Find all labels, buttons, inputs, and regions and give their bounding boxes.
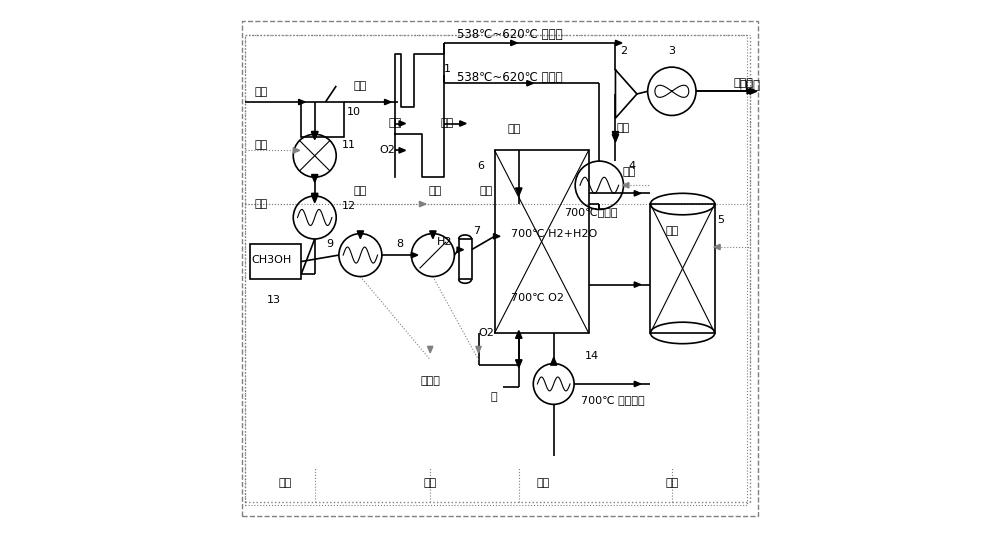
Polygon shape [615,40,622,46]
Polygon shape [750,89,757,95]
Polygon shape [516,360,522,367]
Text: 14: 14 [585,351,599,361]
Text: 上网电: 上网电 [734,78,753,88]
Text: 13: 13 [266,295,280,306]
Text: 余电: 余电 [254,140,268,150]
Text: 余电: 余电 [424,478,437,488]
Text: 1: 1 [444,64,451,75]
Polygon shape [634,282,641,287]
Polygon shape [457,247,463,252]
Text: 11: 11 [342,140,356,150]
Text: CH3OH: CH3OH [251,256,292,265]
Polygon shape [714,244,720,250]
Text: O2: O2 [479,328,494,338]
Text: 余热: 余热 [429,186,442,196]
Text: 4: 4 [629,161,636,171]
Text: 余热: 余热 [480,186,493,196]
Polygon shape [428,346,433,353]
Text: 700℃水蒸汽: 700℃水蒸汽 [564,207,618,217]
Text: 700℃ O2: 700℃ O2 [511,293,564,303]
Bar [650,204,715,333]
Bar [301,102,344,137]
Polygon shape [550,358,557,365]
Text: 700℃ 热控空气: 700℃ 热控空气 [581,395,644,405]
Text: 2: 2 [620,46,627,56]
Text: 12: 12 [342,201,356,212]
Polygon shape [399,148,405,153]
Polygon shape [430,231,436,238]
Polygon shape [312,175,318,182]
Text: 7: 7 [473,226,480,236]
Polygon shape [634,191,641,196]
Polygon shape [312,193,318,201]
Polygon shape [460,121,466,126]
Text: 余电: 余电 [279,478,292,488]
Polygon shape [299,99,305,105]
Polygon shape [476,346,481,353]
Text: 空气: 空气 [508,124,521,134]
Text: 10: 10 [347,107,361,118]
Polygon shape [419,201,426,207]
Text: 8: 8 [396,239,403,249]
Bar [495,150,589,333]
Text: 水: 水 [491,392,497,402]
Polygon shape [293,148,300,153]
Polygon shape [516,331,522,338]
Text: 538℃~620℃ 水蒸汽: 538℃~620℃ 水蒸汽 [457,28,563,41]
Text: 538℃~620℃ 水蒸汽: 538℃~620℃ 水蒸汽 [457,71,563,84]
Text: 余电: 余电 [536,478,550,488]
Text: 5: 5 [717,215,724,225]
Text: 烟气: 烟气 [354,81,367,91]
Text: 6: 6 [477,161,484,171]
Text: 煤粉: 煤粉 [389,119,402,128]
Text: 余电: 余电 [665,226,678,236]
Polygon shape [612,132,619,139]
Polygon shape [622,183,629,188]
Text: 3: 3 [668,46,675,56]
Polygon shape [612,134,619,142]
Text: 余电: 余电 [254,199,268,209]
Bar [250,244,301,279]
Polygon shape [511,40,517,46]
Polygon shape [312,132,318,139]
Text: 余电: 余电 [622,167,636,177]
Polygon shape [385,99,391,105]
Text: 700℃ H2+H2O: 700℃ H2+H2O [511,229,597,238]
Text: 去储存: 去储存 [420,376,440,386]
Polygon shape [747,89,753,94]
Text: 调节: 调节 [617,124,630,134]
Polygon shape [312,132,318,139]
Polygon shape [357,231,364,238]
Polygon shape [516,188,522,195]
Polygon shape [527,81,533,86]
Bar [459,239,472,279]
Polygon shape [411,252,418,258]
Polygon shape [634,381,641,387]
Polygon shape [494,234,500,239]
Text: 空气: 空气 [441,119,454,128]
Text: O2: O2 [379,146,395,155]
Text: 9: 9 [326,239,334,249]
Text: H2: H2 [437,237,453,247]
Polygon shape [312,195,318,202]
Text: 上网电: 上网电 [739,79,760,92]
Polygon shape [399,121,405,126]
Text: 余电: 余电 [665,478,678,488]
Text: 排烟: 排烟 [254,86,268,97]
Text: 余热: 余热 [354,186,367,196]
